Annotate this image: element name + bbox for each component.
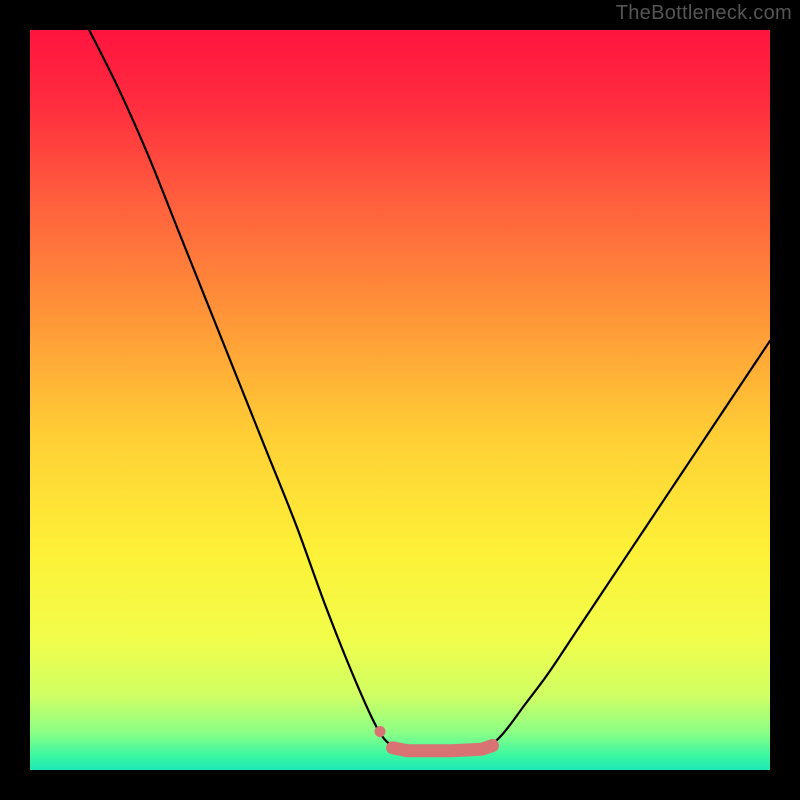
watermark-text: TheBottleneck.com xyxy=(616,2,792,25)
curve-overlay xyxy=(30,30,770,770)
bottom-marker-strip xyxy=(375,726,493,751)
v-curve xyxy=(89,30,770,751)
chart-frame: TheBottleneck.com xyxy=(0,0,800,800)
marker-strip-path xyxy=(393,746,493,751)
plot-area xyxy=(30,30,770,770)
marker-knob xyxy=(375,726,386,737)
